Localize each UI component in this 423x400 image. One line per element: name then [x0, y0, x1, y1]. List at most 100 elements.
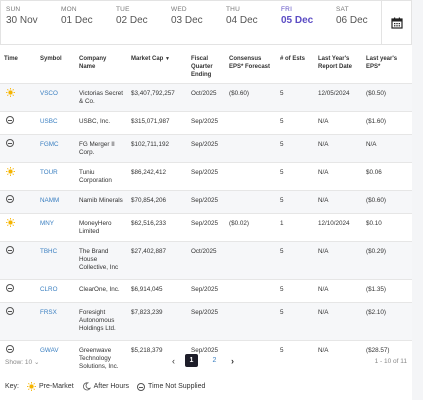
- next-page-icon[interactable]: ›: [231, 355, 234, 366]
- not-supplied-icon: [137, 382, 146, 391]
- num-ests-cell: 5: [276, 190, 314, 214]
- symbol-cell[interactable]: VSCO: [36, 83, 75, 112]
- market-cap-cell: $102,711,192: [127, 134, 187, 163]
- last-eps-cell: ($28.57): [362, 340, 412, 387]
- last-report-cell: 12/10/2024: [314, 213, 362, 242]
- table-row: TOUR Tuniu Corporation $86,242,412 Sep/2025…: [0, 162, 412, 191]
- consensus-cell: ($0.60): [225, 83, 276, 112]
- last-report-cell: 12/05/2024: [314, 83, 362, 112]
- company-cell: Victorias Secret & Co.: [75, 83, 127, 112]
- day-wed[interactable]: WED 03 Dec: [166, 1, 221, 44]
- last-eps-cell: $0.06: [362, 162, 412, 191]
- fiscal-cell: Sep/2025: [187, 190, 225, 214]
- not-supplied-icon: [6, 284, 14, 292]
- num-ests-cell: 5: [276, 302, 314, 341]
- num-ests-cell: 5: [276, 340, 314, 387]
- time-cell: [0, 302, 36, 341]
- page-size-select[interactable]: Show: 10 ⌄: [5, 358, 39, 366]
- table-row: TBHC The Brand House Collective, Inc $27,4…: [0, 241, 412, 280]
- company-cell: The Brand House Collective, Inc: [75, 241, 127, 280]
- table-row: GWAV Greenwave Technology Solutions, Inc.…: [0, 340, 412, 387]
- header-market-cap[interactable]: Market Cap ▼: [127, 55, 187, 84]
- show-value: 10: [24, 359, 33, 366]
- day-dow: FRI: [281, 6, 293, 13]
- market-cap-cell: $5,218,379: [127, 340, 187, 387]
- moon-icon: [82, 382, 91, 391]
- calendar-button[interactable]: [381, 1, 411, 44]
- result-count: 1 - 10 of 11: [374, 358, 407, 365]
- table-row: FRSX Foresight Autonomous Holdings Ltd. $7…: [0, 302, 412, 341]
- symbol-cell[interactable]: USBC: [36, 111, 75, 135]
- consensus-cell: ($0.02): [225, 213, 276, 242]
- day-date: 04 Dec: [226, 15, 258, 26]
- last-report-cell: N/A: [314, 134, 362, 163]
- day-date: 02 Dec: [116, 15, 148, 26]
- symbol-cell[interactable]: CLRO: [36, 279, 75, 303]
- day-date: 05 Dec: [281, 15, 314, 26]
- symbol-cell[interactable]: GWAV: [36, 340, 75, 387]
- day-sat[interactable]: SAT 06 Dec: [331, 1, 386, 44]
- not-supplied-icon: [6, 345, 14, 353]
- show-label: Show:: [5, 359, 24, 366]
- table-row: USBC USBC, Inc. $315,071,987 Sep/2025 5 N/A ($…: [0, 111, 412, 135]
- key-after-hours-label: After Hours: [93, 383, 130, 390]
- company-cell: USBC, Inc.: [75, 111, 127, 135]
- day-thu[interactable]: THU 04 Dec: [221, 1, 276, 44]
- not-supplied-icon: [6, 195, 14, 203]
- page-1-button[interactable]: 1: [185, 354, 198, 367]
- last-eps-cell: ($1.60): [362, 111, 412, 135]
- last-eps-cell: ($0.29): [362, 241, 412, 280]
- fiscal-cell: Sep/2025: [187, 279, 225, 303]
- day-date: 06 Dec: [336, 15, 368, 26]
- last-eps-cell: ($1.35): [362, 279, 412, 303]
- fiscal-cell: Sep/2025: [187, 162, 225, 191]
- sun-icon: [6, 167, 15, 176]
- company-cell: Namib Minerals: [75, 190, 127, 214]
- consensus-cell: [225, 302, 276, 341]
- market-cap-cell: $27,402,887: [127, 241, 187, 280]
- key-label: Key:: [5, 383, 20, 390]
- day-tue[interactable]: TUE 02 Dec: [111, 1, 166, 44]
- chevron-down-icon: ⌄: [33, 359, 40, 366]
- last-eps-cell: $0.10: [362, 213, 412, 242]
- day-fri-selected[interactable]: FRI 05 Dec: [276, 1, 331, 44]
- table-row: CLRO ClearOne, Inc. $6,914,045 Sep/2025 5 N/A…: [0, 279, 412, 303]
- company-cell: MoneyHero Limited: [75, 213, 127, 242]
- symbol-cell[interactable]: FGMC: [36, 134, 75, 163]
- symbol-cell[interactable]: NAMM: [36, 190, 75, 214]
- page-2-button[interactable]: 2: [212, 357, 217, 364]
- earnings-calendar-card: SUN 30 Nov MON 01 Dec TUE 02 Dec WED 03 Dec …: [0, 0, 412, 400]
- header-num-ests: # of Ests: [280, 56, 306, 62]
- symbol-cell[interactable]: TOUR: [36, 162, 75, 191]
- legend-key: Key: Pre-Market After Hours Time Not Sup…: [5, 382, 205, 391]
- symbol-cell[interactable]: TBHC: [36, 241, 75, 280]
- header-last-report-date: Last Year's Report Date: [318, 56, 353, 70]
- fiscal-cell: Sep/2025: [187, 111, 225, 135]
- earnings-table: Time Symbol Company Name Market Cap ▼ Fi…: [0, 55, 412, 387]
- sun-icon: [27, 382, 37, 391]
- day-sun[interactable]: SUN 30 Nov: [1, 1, 56, 44]
- day-dow: MON: [61, 6, 77, 13]
- day-dow: WED: [171, 6, 187, 13]
- prev-page-icon[interactable]: ‹: [172, 355, 175, 366]
- symbol-cell[interactable]: MNY: [36, 213, 75, 242]
- not-supplied-icon: [6, 307, 14, 315]
- num-ests-cell: 5: [276, 162, 314, 191]
- company-cell: Foresight Autonomous Holdings Ltd.: [75, 302, 127, 341]
- header-consensus-eps: Consensus EPS* Forecast: [229, 56, 271, 70]
- time-cell: [0, 83, 36, 112]
- day-mon[interactable]: MON 01 Dec: [56, 1, 111, 44]
- consensus-cell: [225, 134, 276, 163]
- symbol-cell[interactable]: FRSX: [36, 302, 75, 341]
- sort-desc-icon: ▼: [165, 56, 170, 62]
- table-row: NAMM Namib Minerals $70,854,206 Sep/2025 5 N/…: [0, 190, 412, 214]
- calendar-icon: [390, 17, 403, 29]
- time-cell: [0, 111, 36, 135]
- market-cap-cell: $86,242,412: [127, 162, 187, 191]
- consensus-cell: [225, 279, 276, 303]
- table-footer: Show: 10 ⌄ ‹ 1 2 › 1 - 10 of 11: [0, 354, 412, 370]
- last-eps-cell: ($0.60): [362, 190, 412, 214]
- day-dow: SUN: [6, 6, 21, 13]
- consensus-cell: [225, 190, 276, 214]
- company-cell: Tuniu Corporation: [75, 162, 127, 191]
